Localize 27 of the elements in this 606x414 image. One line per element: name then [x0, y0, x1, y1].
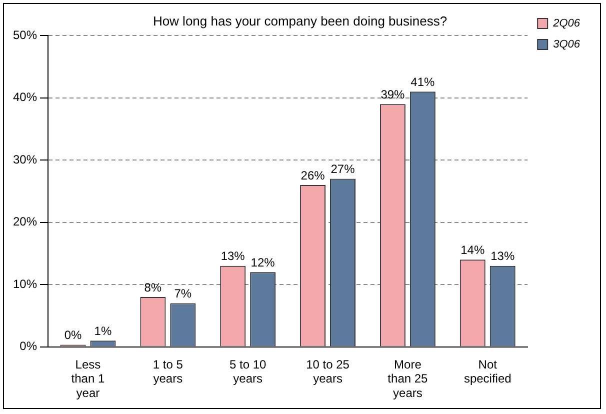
legend-label: 2Q06 [552, 18, 581, 30]
y-tick-label: 20% [12, 214, 38, 229]
y-tick-label: 40% [12, 90, 38, 104]
data-label: 27% [330, 162, 356, 176]
data-label: 7% [174, 286, 192, 301]
data-label: 1% [94, 324, 112, 338]
data-label: 14% [460, 242, 485, 257]
x-tick-label: Not specified [464, 357, 512, 386]
data-label: 39% [380, 87, 406, 102]
y-tick-label: 50% [12, 28, 38, 42]
x-tick-label: Less than 1 year [71, 357, 105, 400]
x-tick-label: 1 to 5 years [152, 357, 184, 386]
x-tick-label: More than 25 years [388, 357, 428, 400]
data-label: 13% [220, 249, 246, 264]
data-label: 13% [490, 249, 515, 264]
x-tick-label: 5 to 10 years [229, 357, 267, 386]
data-label: 12% [250, 255, 276, 270]
y-tick-label: 0% [20, 339, 38, 354]
data-label: 41% [410, 74, 436, 89]
data-label: 26% [300, 168, 326, 182]
y-tick-label: 10% [12, 276, 38, 291]
data-label: 0% [64, 328, 82, 342]
legend-label: 3Q06 [553, 38, 581, 51]
x-tick-label: 10 to 25 years [306, 357, 350, 386]
data-label: 8% [144, 280, 162, 294]
chart-title: How long has your company been doing business? [152, 13, 448, 28]
y-tick-label: 30% [12, 152, 38, 166]
